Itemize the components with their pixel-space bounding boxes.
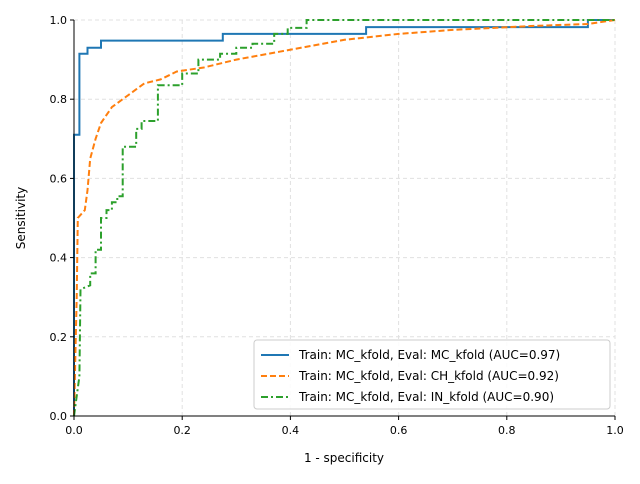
legend-box (253, 339, 611, 410)
x-tick-label: 0.0 (65, 424, 83, 437)
x-tick-label: 0.4 (282, 424, 300, 437)
x-tick-label: 0.2 (173, 424, 191, 437)
x-axis-label: 1 - specificity (304, 451, 384, 465)
roc-curve-1 (73, 19, 616, 417)
x-tick-label: 0.8 (498, 424, 516, 437)
series-lines (73, 19, 616, 417)
roc-curve-2 (73, 19, 615, 417)
axes: 0.0 0.2 0.4 0.6 0.8 1.0 0.0 0.2 0.4 0.6 0.8 1.0 (50, 14, 624, 437)
legend-label-1: Train: MC_kfold, Eval: CH_kfold (AUC=0.9… (298, 369, 559, 383)
x-tick-label: 1.0 (606, 424, 624, 437)
legend-label-2: Train: MC_kfold, Eval: IN_kfold (AUC=0.9… (298, 390, 554, 404)
legend: Train: MC_kfold, Eval: MC_kfold (AUC=0.9… (253, 339, 611, 410)
y-tick-label: 1.0 (50, 14, 68, 27)
y-tick-label: 0.2 (50, 331, 68, 344)
x-tick-label: 0.6 (390, 424, 408, 437)
y-tick-label: 0.8 (50, 93, 68, 106)
y-axis-label: Sensitivity (14, 187, 28, 249)
legend-label-0: Train: MC_kfold, Eval: MC_kfold (AUC=0.9… (298, 348, 560, 362)
y-tick-label: 0.4 (50, 252, 68, 265)
y-tick-label: 0.0 (50, 410, 68, 423)
y-tick-label: 0.6 (50, 172, 68, 185)
